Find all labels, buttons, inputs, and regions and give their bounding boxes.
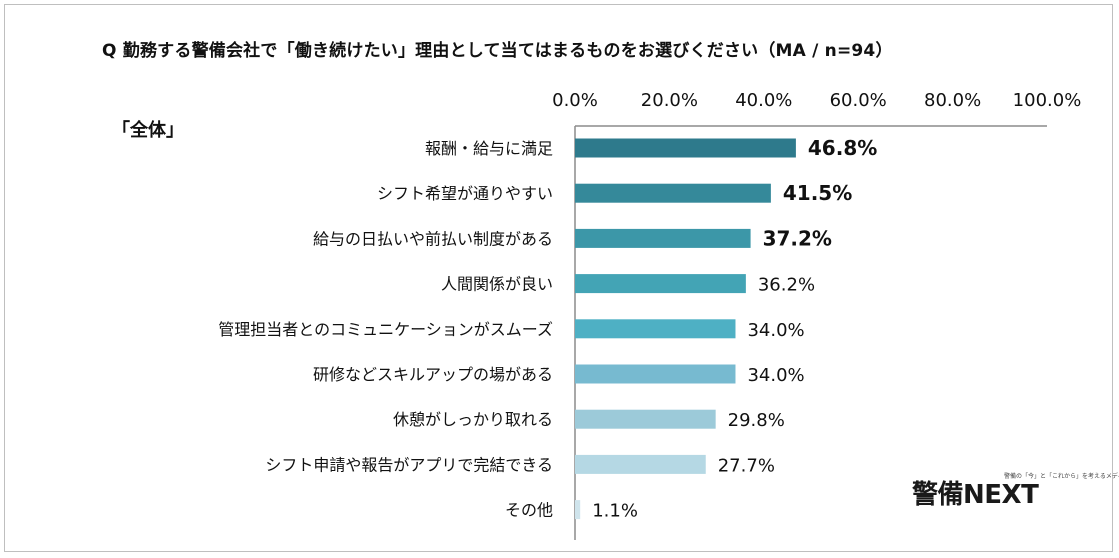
category-label: 研修などスキルアップの場がある <box>313 365 553 384</box>
category-label: 報酬・給与に満足 <box>425 139 553 158</box>
bar <box>575 274 746 294</box>
x-tick-label: 40.0% <box>735 90 792 111</box>
bar <box>575 228 751 248</box>
bar <box>575 500 581 520</box>
chart-frame <box>4 4 1113 552</box>
category-labels: 報酬・給与に満足シフト希望が通りやすい給与の日払いや前払い制度がある人間関係が良… <box>218 139 553 520</box>
x-tick-label: 60.0% <box>830 90 887 111</box>
logo-tagline: 警備の「今」と「これから」を考えるメディア <box>1004 473 1119 480</box>
group-label: 「全体」 <box>112 120 184 141</box>
category-label: 人間関係が良い <box>441 275 553 294</box>
bar <box>575 319 736 339</box>
x-tick-label: 20.0% <box>641 90 698 111</box>
value-labels: 46.8% 41.5% 37.2% 36.2% 34.0% 34.0% 29.8% 27.7%… <box>592 136 877 522</box>
value-label: 1.1% <box>592 501 638 522</box>
bar <box>575 454 706 474</box>
bar <box>575 364 736 384</box>
value-label: 41.5% <box>783 181 852 205</box>
x-tick-label: 80.0% <box>924 90 981 111</box>
bars <box>575 138 796 520</box>
x-tick-label: 100.0% <box>1013 90 1082 111</box>
x-tick-label: 0.0% <box>552 90 598 111</box>
x-tick-labels: 0.0% 20.0% 40.0% 60.0% 80.0% 100.0% <box>552 90 1081 111</box>
category-label: シフト申請や報告がアプリで完結できる <box>265 455 553 474</box>
value-label: 29.8% <box>728 410 785 431</box>
value-label: 27.7% <box>718 455 775 476</box>
value-label: 34.0% <box>747 320 804 341</box>
category-label: 休憩がしっかり取れる <box>393 410 553 429</box>
category-label: 給与の日払いや前払い制度がある <box>313 229 553 248</box>
value-label: 46.8% <box>808 136 877 160</box>
bar <box>575 183 771 203</box>
category-label: その他 <box>505 501 553 520</box>
logo-text: 警備NEXT <box>912 480 1039 510</box>
category-label: 管理担当者とのコミュニケーションがスムーズ <box>218 320 553 339</box>
bar <box>575 409 716 429</box>
bar <box>575 138 796 158</box>
chart-title: Q 勤務する警備会社で「働き続けたい」理由として当てはまるものをお選びください（… <box>102 41 893 61</box>
value-label: 34.0% <box>747 365 804 386</box>
brand-logo: 警備NEXT 警備の「今」と「これから」を考えるメディア <box>912 472 1119 516</box>
value-label: 36.2% <box>758 275 815 296</box>
value-label: 37.2% <box>763 226 832 250</box>
category-label: シフト希望が通りやすい <box>377 184 553 203</box>
